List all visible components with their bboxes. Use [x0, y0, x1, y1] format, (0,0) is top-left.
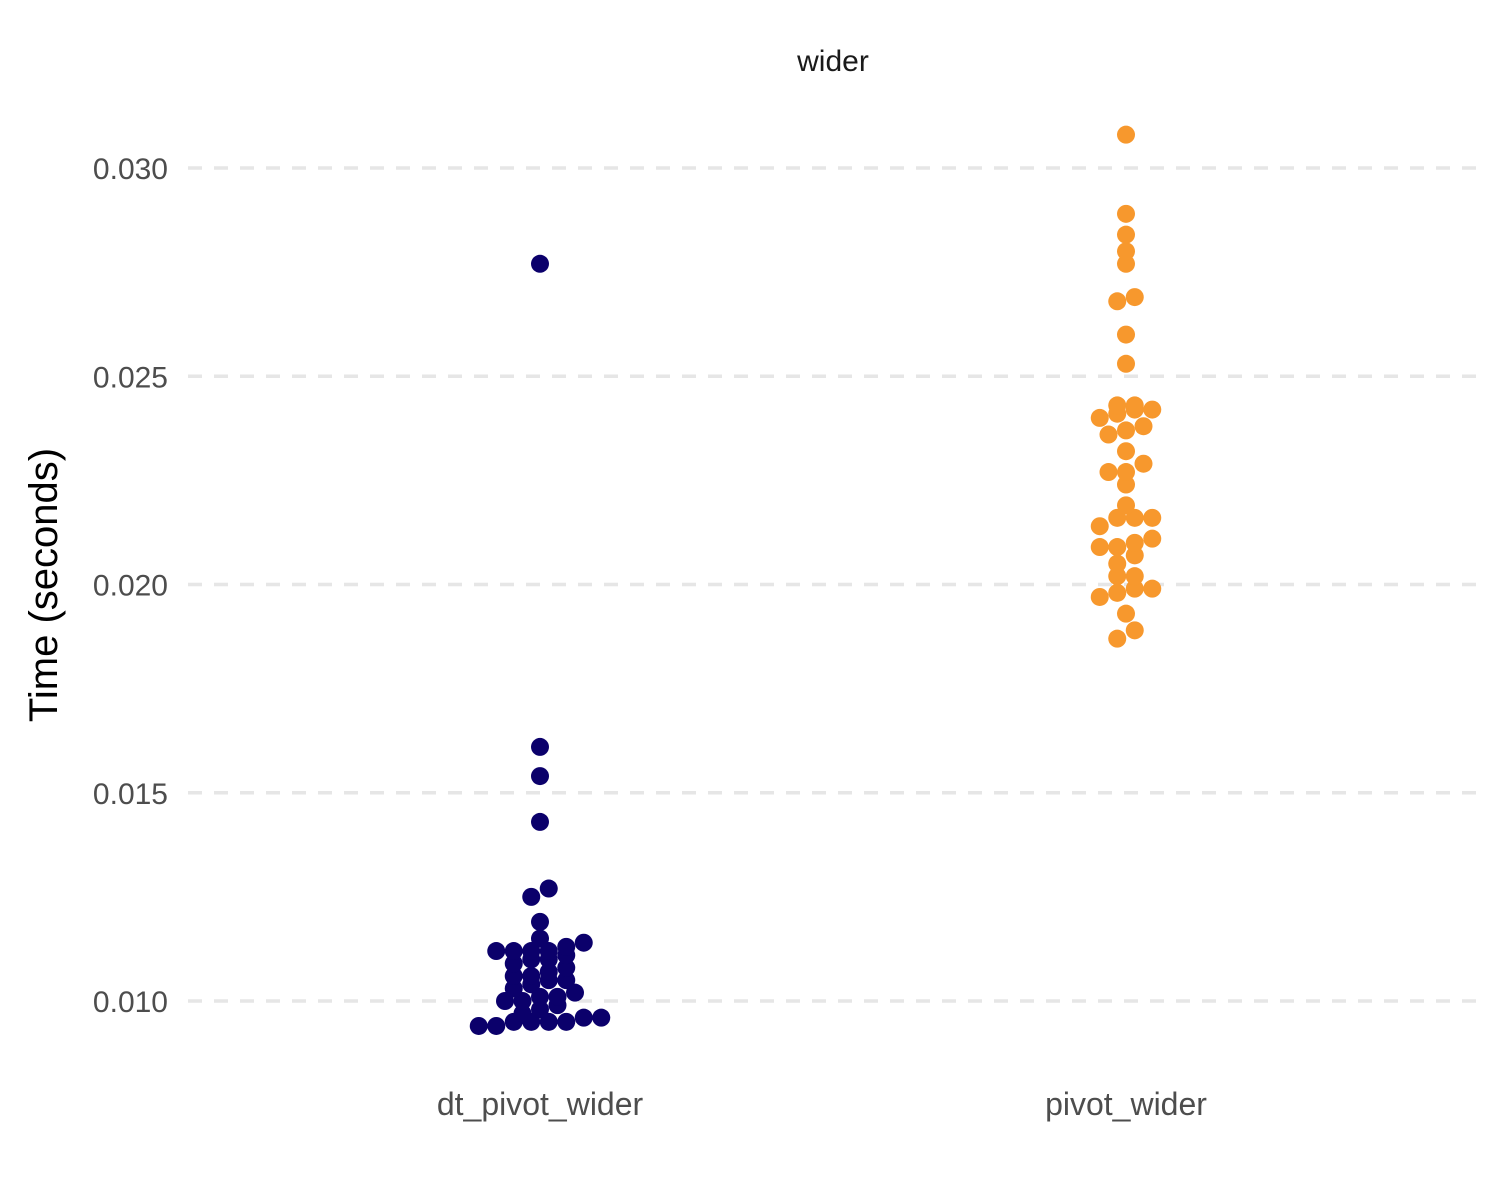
data-point	[1143, 529, 1162, 548]
data-point	[539, 1012, 558, 1031]
data-point	[1125, 508, 1144, 527]
x-tick-label: pivot_wider	[1045, 1086, 1207, 1122]
data-points	[469, 125, 1162, 1035]
data-point	[1108, 508, 1127, 527]
data-point	[504, 967, 523, 986]
data-point	[1108, 292, 1127, 311]
data-point	[1143, 579, 1162, 598]
data-point	[1117, 475, 1135, 494]
y-tick-labels: 0.010 0.015 0.020 0.025 0.030	[93, 153, 168, 1019]
data-point	[1125, 579, 1144, 598]
data-point	[539, 962, 558, 981]
data-point	[1125, 621, 1144, 640]
data-point	[522, 967, 541, 986]
y-tick-label: 0.030	[93, 153, 168, 186]
data-point	[1117, 225, 1135, 244]
data-point	[496, 992, 514, 1010]
data-point	[1117, 496, 1135, 515]
data-point	[1117, 354, 1135, 373]
data-point	[1125, 396, 1144, 415]
grid-lines	[188, 166, 1480, 1003]
data-point	[1090, 408, 1109, 427]
data-point	[531, 737, 549, 756]
data-point	[1117, 254, 1135, 273]
data-point	[513, 1004, 532, 1023]
data-point	[1117, 463, 1135, 482]
data-point	[487, 942, 506, 961]
data-point	[504, 954, 523, 973]
data-point	[531, 912, 549, 931]
data-point	[1090, 587, 1109, 606]
data-point	[592, 1008, 611, 1027]
data-point	[1117, 442, 1135, 461]
data-point	[1090, 517, 1109, 536]
data-point	[522, 942, 541, 961]
data-point	[557, 1012, 576, 1031]
data-point	[566, 983, 584, 1002]
data-point	[1108, 538, 1127, 557]
y-tick-label: 0.020	[93, 570, 168, 603]
data-point	[1117, 325, 1135, 344]
data-point	[504, 942, 523, 961]
x-tick-labels: dt_pivot_wider pivot_wider	[437, 1086, 1207, 1122]
data-point	[522, 887, 541, 906]
data-point	[1117, 604, 1135, 623]
facet-title: wider	[796, 45, 869, 78]
data-point	[548, 987, 567, 1006]
data-point	[531, 812, 549, 831]
data-point	[1134, 417, 1153, 436]
data-point	[1134, 454, 1153, 473]
data-point	[1108, 396, 1127, 415]
y-tick-label: 0.025	[93, 361, 168, 394]
data-point	[539, 879, 558, 898]
data-point	[1108, 567, 1127, 586]
data-point	[487, 1016, 506, 1035]
data-point	[539, 942, 558, 961]
data-point	[1125, 533, 1144, 552]
data-point	[1117, 242, 1135, 261]
data-point	[557, 937, 576, 956]
data-point	[557, 971, 576, 990]
x-tick-label: dt_pivot_wider	[437, 1086, 644, 1122]
data-point	[574, 1008, 593, 1027]
data-point	[1125, 546, 1144, 565]
data-point	[1117, 421, 1135, 440]
data-point	[1099, 463, 1118, 482]
data-point	[513, 992, 532, 1010]
data-point	[1108, 583, 1127, 602]
data-point	[557, 958, 576, 977]
data-point	[574, 933, 593, 952]
data-point	[531, 767, 549, 786]
data-point	[531, 929, 549, 948]
data-point	[1108, 629, 1127, 648]
data-point	[1117, 204, 1135, 223]
data-point	[504, 979, 523, 998]
y-tick-label: 0.010	[93, 986, 168, 1019]
data-point	[469, 1016, 488, 1035]
data-point	[531, 254, 549, 273]
data-point	[531, 1000, 549, 1019]
data-point	[1143, 400, 1162, 419]
y-tick-label: 0.015	[93, 778, 168, 811]
data-point	[1099, 425, 1118, 444]
data-point	[1125, 567, 1144, 586]
data-point	[1108, 554, 1127, 573]
data-point	[1143, 508, 1162, 527]
data-point	[1090, 538, 1109, 557]
data-point	[1117, 125, 1135, 144]
data-point	[1125, 288, 1144, 307]
y-axis-title: Time (seconds)	[22, 448, 66, 722]
data-point	[531, 987, 549, 1006]
